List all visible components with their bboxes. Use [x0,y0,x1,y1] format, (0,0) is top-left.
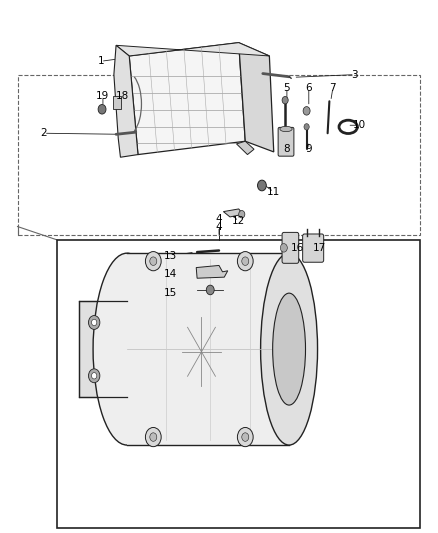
Text: 7: 7 [329,83,336,93]
Circle shape [258,180,266,191]
Circle shape [282,96,288,104]
Polygon shape [113,96,121,109]
Circle shape [239,211,245,218]
Ellipse shape [280,126,292,132]
Polygon shape [129,43,245,155]
Circle shape [280,244,287,252]
Polygon shape [127,253,289,445]
Text: 17: 17 [313,243,326,253]
Text: 8: 8 [283,144,290,154]
Circle shape [242,257,249,265]
Polygon shape [79,301,127,397]
Polygon shape [223,209,243,217]
Circle shape [98,104,106,114]
Text: 15: 15 [164,288,177,298]
FancyBboxPatch shape [303,234,324,262]
Text: 18: 18 [116,91,129,101]
Text: 1: 1 [97,56,104,66]
Polygon shape [196,265,228,278]
Text: 2: 2 [40,128,47,138]
Polygon shape [237,141,254,155]
Circle shape [242,433,249,441]
Text: 4: 4 [215,214,223,224]
FancyBboxPatch shape [282,232,299,263]
Text: 19: 19 [96,91,110,101]
Circle shape [150,257,157,265]
Circle shape [92,373,97,379]
Circle shape [304,124,309,130]
Polygon shape [239,43,274,152]
Text: 10: 10 [353,120,366,130]
Circle shape [237,252,253,271]
Circle shape [237,427,253,447]
Text: 12: 12 [232,216,245,226]
Text: 16: 16 [291,243,304,253]
Circle shape [88,316,100,329]
Text: 11: 11 [267,187,280,197]
Ellipse shape [261,253,318,445]
Text: 3: 3 [351,70,358,79]
Polygon shape [116,43,269,56]
Text: 4: 4 [215,222,223,231]
Circle shape [88,369,100,383]
Ellipse shape [272,293,306,405]
Ellipse shape [93,253,161,445]
Circle shape [303,107,310,115]
Text: 5: 5 [283,83,290,93]
Circle shape [145,427,161,447]
Circle shape [145,252,161,271]
Polygon shape [114,45,138,157]
FancyBboxPatch shape [278,127,294,156]
Circle shape [206,285,214,295]
Text: 13: 13 [164,251,177,261]
Text: 6: 6 [305,83,312,93]
Text: 9: 9 [305,144,312,154]
Circle shape [150,433,157,441]
Text: 14: 14 [164,270,177,279]
Circle shape [92,319,97,326]
